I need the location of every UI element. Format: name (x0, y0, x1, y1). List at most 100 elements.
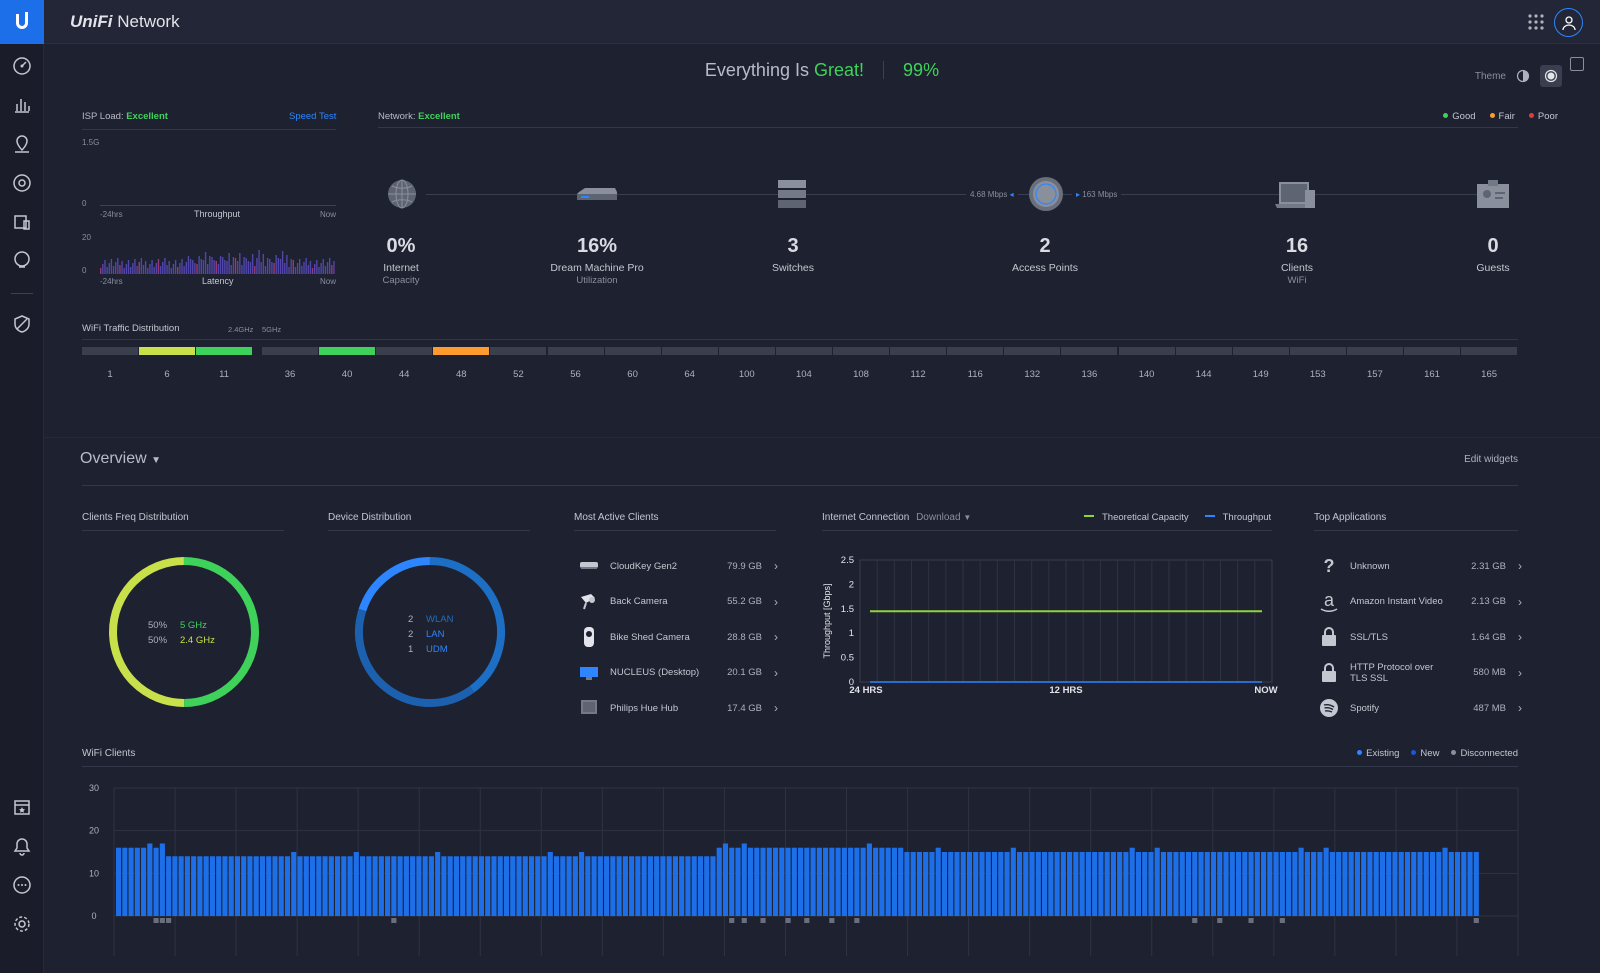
channel-bar-5[interactable] (718, 347, 775, 355)
channel-bar-5[interactable] (376, 347, 433, 355)
chevron-right-icon[interactable]: › (1518, 665, 1522, 680)
speed-test-link[interactable]: Speed Test (289, 111, 337, 122)
channel-bar-5[interactable] (433, 347, 490, 355)
clients-icon[interactable] (9, 209, 35, 235)
most-active-row[interactable]: Philips Hue Hub 17.4 GB › (578, 698, 778, 718)
edit-widgets-link[interactable]: Edit widgets (1464, 454, 1518, 465)
topology-stat-access-point[interactable]: 2 Access Points (980, 234, 1110, 274)
channel-bar-5[interactable] (1175, 347, 1232, 355)
top-apps-row[interactable]: HTTP Protocol over TLS SSL 580 MB › (1318, 662, 1522, 684)
device-dist-slice[interactable] (355, 608, 475, 707)
channel-bar-5[interactable] (262, 347, 318, 355)
device-dist-slice[interactable] (429, 557, 505, 693)
topology-stat-switch[interactable]: 3 Switches (728, 234, 858, 274)
disconnected-bar (1217, 918, 1223, 923)
switch-icon[interactable] (774, 176, 810, 212)
wifi-clients-bar (979, 852, 985, 916)
channel-bar-5[interactable] (547, 347, 604, 355)
wifi-clients-bar (203, 856, 209, 916)
disconnected-bar (166, 918, 172, 923)
topology-stat-globe[interactable]: 0% Internet Capacity (336, 234, 466, 286)
most-active-row[interactable]: NUCLEUS (Desktop) 20.1 GB › (578, 663, 778, 683)
bell-icon[interactable] (9, 833, 35, 859)
wifi-clients-bar (1354, 852, 1360, 916)
channel-bar-5[interactable] (1061, 347, 1118, 355)
channel-bar-5[interactable] (947, 347, 1004, 355)
shield-icon[interactable] (9, 311, 35, 337)
topology-stat-guest[interactable]: 0 Guests (1428, 234, 1558, 274)
dashboard-icon[interactable] (9, 53, 35, 79)
internet-dropdown[interactable]: Download (916, 512, 961, 523)
channel-bar-5[interactable] (604, 347, 661, 355)
app-title[interactable]: UniFi Network (70, 12, 180, 32)
chevron-right-icon[interactable]: › (1518, 701, 1522, 716)
theme-half-icon[interactable] (1512, 65, 1534, 87)
channel-bar-5[interactable] (1118, 347, 1175, 355)
channel-label: 56 (570, 369, 581, 380)
chevron-right-icon[interactable]: › (774, 559, 778, 573)
settings-gear-icon[interactable] (9, 911, 35, 937)
top-apps-row[interactable]: a Amazon Instant Video 2.13 GB › (1318, 591, 1522, 612)
unifi-logo[interactable] (0, 0, 44, 44)
channel-bar-5[interactable] (1461, 347, 1518, 355)
chevron-right-icon[interactable]: › (774, 665, 778, 680)
chevron-right-icon[interactable]: › (1518, 630, 1522, 645)
globe-icon[interactable] (384, 176, 420, 212)
statistics-icon[interactable] (9, 92, 35, 118)
top-apps-row[interactable]: Spotify 487 MB › (1318, 698, 1522, 718)
channel-bar-5[interactable] (1404, 347, 1460, 355)
devices-icon[interactable] (9, 170, 35, 196)
channel-bar-5[interactable] (661, 347, 718, 355)
channel-bar-5[interactable] (833, 347, 889, 355)
channel-bar-5[interactable] (890, 347, 947, 355)
most-active-row[interactable]: Bike Shed Camera 28.8 GB › (578, 627, 778, 648)
chevron-right-icon[interactable]: › (1518, 559, 1522, 573)
laptop-icon[interactable] (1274, 178, 1320, 212)
most-active-row[interactable]: CloudKey Gen2 79.9 GB › (578, 556, 778, 576)
channel-bar-24[interactable] (139, 347, 195, 355)
channel-bar-5[interactable] (1232, 347, 1289, 355)
top-apps-row[interactable]: ? Unknown 2.31 GB › (1318, 556, 1523, 576)
channel-bar-5[interactable] (1004, 347, 1061, 355)
wifi-clients-bar (641, 856, 647, 916)
wifi-clients-bar (629, 856, 635, 916)
user-avatar-icon[interactable] (1554, 8, 1583, 37)
side-panel-icon[interactable] (1570, 57, 1584, 71)
topology-stat-dream-machine[interactable]: 16% Dream Machine Pro Utilization (532, 234, 662, 286)
channel-bar-24[interactable] (196, 347, 252, 355)
overview-dropdown[interactable]: Overview ▼ (80, 450, 162, 467)
latency-bar (258, 250, 260, 274)
guest-icon[interactable] (1474, 176, 1512, 212)
access-point-icon[interactable] (1026, 174, 1066, 214)
chevron-right-icon[interactable]: › (774, 594, 778, 609)
theme-dark-icon[interactable] (1540, 65, 1562, 87)
chevron-right-icon[interactable]: › (1518, 594, 1522, 609)
top-apps-row[interactable]: SSL/TLS 1.64 GB › (1318, 627, 1522, 647)
chat-icon[interactable] (9, 872, 35, 898)
clients-freq-slice[interactable] (109, 557, 185, 707)
disconnected-bar (804, 918, 810, 923)
channel-bar-5[interactable] (319, 347, 376, 355)
chevron-right-icon[interactable]: › (774, 630, 778, 645)
topology-stat-laptop[interactable]: 16 Clients WiFi (1232, 234, 1362, 286)
insights-icon[interactable] (9, 247, 35, 273)
wifi-clients-bar (1329, 852, 1335, 916)
wifi-clients-bar (197, 856, 203, 916)
wifi-clients-bar (572, 856, 578, 916)
apps-grid-icon[interactable] (1527, 13, 1545, 31)
channel-bar-5[interactable] (775, 347, 832, 355)
device-dist-slice[interactable] (358, 557, 431, 612)
map-pin-icon[interactable] (9, 131, 35, 157)
chevron-right-icon[interactable]: › (774, 701, 778, 716)
most-active-row[interactable]: Back Camera 55.2 GB › (578, 592, 778, 612)
dream-machine-icon[interactable] (574, 184, 620, 206)
channel-bar-5[interactable] (1346, 347, 1403, 355)
wifi-clients-bar (597, 856, 603, 916)
channel-bar-5[interactable] (1289, 347, 1346, 355)
topology-sub: Capacity (382, 275, 420, 286)
channel-bar-5[interactable] (490, 347, 547, 355)
clients-freq-slice[interactable] (183, 557, 260, 707)
calendar-star-icon[interactable] (9, 794, 35, 820)
channel-bar-24[interactable] (82, 347, 138, 355)
wifi-clients-bar (278, 856, 284, 916)
